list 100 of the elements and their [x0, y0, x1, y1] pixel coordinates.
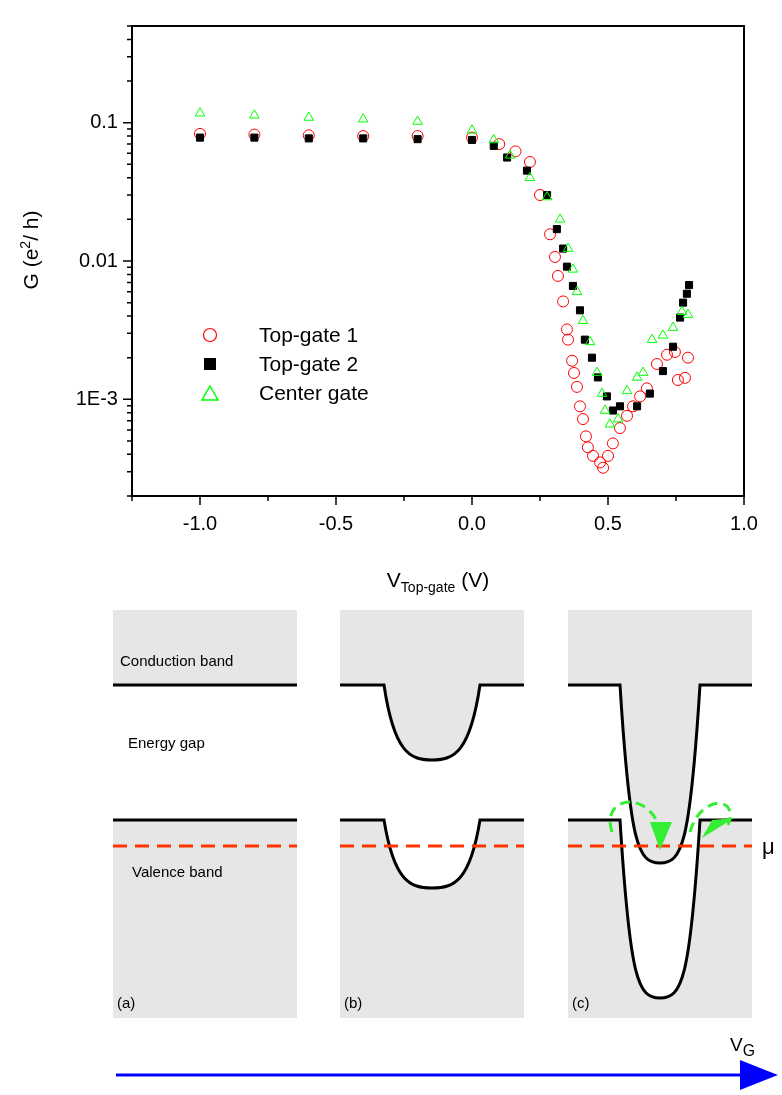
x-tick-label: -0.5: [318, 511, 354, 534]
legend-label: Top-gate 2: [259, 351, 359, 376]
x-tick-label: -1.0: [182, 511, 218, 534]
point: [587, 353, 596, 362]
point: [591, 366, 603, 376]
point: [524, 171, 536, 181]
point: [554, 213, 566, 223]
point: [685, 281, 694, 290]
point: [633, 402, 642, 411]
point: [488, 133, 500, 144]
point: [544, 228, 557, 241]
point: [304, 134, 313, 143]
point: [599, 404, 611, 414]
point: [671, 373, 684, 386]
point: [615, 402, 624, 411]
x-tick-label: 0.5: [594, 511, 622, 534]
point: [579, 430, 592, 443]
point: [608, 406, 617, 415]
point: [613, 422, 626, 435]
point: [637, 366, 649, 376]
y-tick-label: 0.1: [90, 110, 118, 133]
point: [249, 109, 260, 119]
point: [548, 250, 561, 263]
text: μ: [762, 834, 775, 860]
point: [640, 382, 653, 395]
point: [621, 384, 633, 395]
point: [570, 380, 583, 393]
point: [587, 449, 600, 462]
y-tick-label: 0.01: [79, 248, 118, 271]
text: (b): [344, 994, 363, 1011]
point: [594, 456, 607, 469]
point: [195, 133, 205, 142]
point: [657, 329, 669, 339]
point: [552, 225, 561, 234]
text: (a): [117, 994, 136, 1011]
point: [560, 323, 573, 336]
point: [658, 367, 667, 376]
point: [575, 306, 585, 315]
legend-label: Top-gate 1: [259, 322, 359, 347]
point: [596, 387, 608, 397]
point: [567, 263, 579, 273]
point: [597, 461, 610, 474]
point: [668, 342, 678, 351]
point: [466, 124, 478, 134]
point: [650, 358, 663, 371]
x-tick-label: 1.0: [730, 511, 758, 534]
x-axis-title: V$_{Top-gate}$ (V): [386, 568, 490, 596]
point: [576, 413, 589, 426]
y-tick-label: 1E-3: [75, 386, 118, 409]
text: (c): [572, 994, 590, 1011]
point: [646, 333, 658, 343]
text: Valence band: [132, 863, 223, 880]
point: [568, 366, 580, 379]
point: [667, 321, 679, 331]
point: [621, 409, 634, 422]
x-tick-label: 0.0: [458, 511, 486, 534]
point: [562, 262, 571, 271]
legend-label: Center gate: [259, 380, 369, 405]
point: [676, 305, 688, 315]
point: [557, 295, 570, 308]
point: [682, 308, 694, 318]
point: [679, 298, 688, 307]
point: [413, 135, 422, 144]
text: Conduction band: [120, 652, 234, 669]
point: [303, 111, 315, 121]
point: [571, 285, 583, 295]
point: [634, 390, 647, 403]
point: [681, 351, 694, 364]
point: [467, 135, 477, 144]
point: [493, 138, 506, 151]
point: [602, 449, 614, 462]
point: [678, 371, 691, 384]
point: [562, 242, 574, 252]
point: [668, 345, 681, 358]
text: Energy gap: [128, 734, 205, 751]
point: [562, 333, 575, 346]
point: [584, 335, 596, 346]
point: [606, 437, 619, 450]
point: [661, 348, 674, 361]
point: [504, 149, 516, 159]
point: [581, 441, 594, 454]
point: [357, 113, 369, 123]
point: [551, 269, 564, 282]
point: [568, 281, 577, 290]
point: [645, 389, 654, 398]
point: [604, 418, 616, 428]
point: [412, 115, 423, 125]
point: [522, 166, 531, 175]
point: [523, 155, 536, 168]
point: [194, 107, 206, 117]
point: [573, 400, 586, 413]
point: [359, 134, 368, 143]
point: [631, 371, 643, 381]
point: [682, 289, 691, 298]
point: [577, 314, 589, 324]
point: [357, 130, 370, 143]
point: [612, 413, 624, 423]
point: [566, 354, 579, 367]
point: [250, 133, 259, 142]
point: [509, 145, 522, 158]
